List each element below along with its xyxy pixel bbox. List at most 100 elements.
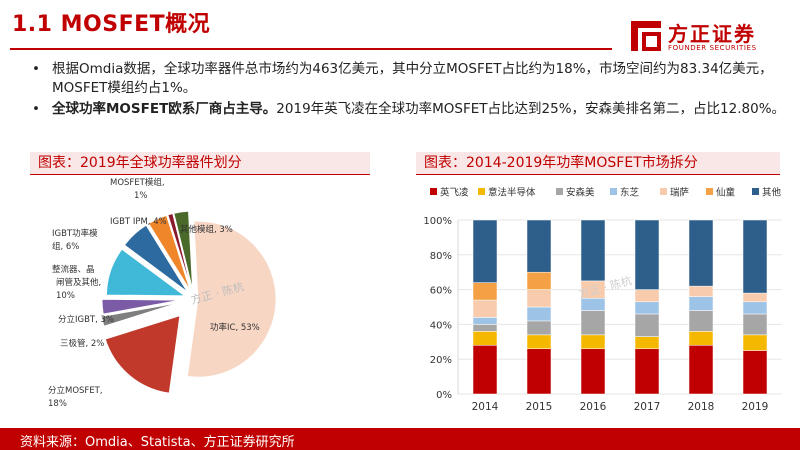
pie-slice	[124, 224, 188, 292]
legend-label: 安森美	[566, 187, 595, 199]
x-tick-label: 2015	[526, 401, 553, 413]
pie-slice-label: IGBT IPM, 4%	[110, 217, 167, 227]
bar-segment	[634, 219, 660, 290]
bar-segment	[526, 306, 552, 322]
legend-label: 其他	[762, 187, 782, 199]
bar-segment	[742, 313, 768, 336]
bar-segment	[580, 219, 606, 282]
bar-segment	[580, 334, 606, 350]
x-tick-label: 2017	[634, 401, 661, 413]
pie-slice	[173, 210, 193, 290]
pie-slice	[167, 213, 192, 290]
bar-segment	[688, 310, 714, 332]
bar-segment	[634, 313, 660, 337]
bar-segment	[472, 317, 498, 325]
stacked-bar-chart: 英飞凌 意法半导体 安森美 东芝 瑞萨 仙童 其他 0% 20% 40% 60% 80% 100% 201…	[423, 187, 782, 413]
y-tick-label: 80%	[430, 251, 452, 262]
bar-segment	[634, 289, 660, 303]
pie-slice-label: 分立IGBT, 3%	[58, 314, 114, 325]
legend-swatch	[430, 188, 437, 195]
bullet-item: • 根据Omdia数据，全球功率器件总市场约为463亿美元，其中分立MOSFET…	[28, 60, 788, 98]
bar-segment	[580, 298, 606, 311]
bullet-text: 2019年英飞凌在全球功率MOSFET占比达到25%，安森美排名第二，占比12.…	[276, 101, 786, 117]
header-divider	[10, 48, 612, 50]
bar-segment	[688, 345, 714, 395]
bar-segment	[472, 324, 498, 332]
pie-slice-label: 整流器、晶闸管及其他, 10%	[52, 264, 101, 301]
bar-segment	[526, 348, 552, 395]
right-panel-title: 图表：2014-2019年功率MOSFET市场拆分	[416, 152, 780, 174]
bullet-item: • 全球功率MOSFET欧系厂商占主导。2019年英飞凌在全球功率MOSFET占…	[28, 100, 788, 119]
legend-label: 瑞萨	[670, 187, 690, 199]
legend-swatch	[478, 188, 485, 195]
bar-segment	[634, 301, 660, 315]
bar-segment	[634, 336, 660, 350]
legend-label: 仙童	[716, 187, 736, 199]
legend-label: 东芝	[620, 187, 640, 199]
page-title: 1.1 MOSFET概况	[12, 12, 211, 37]
logo-text-en: FOUNDER SECURITIES	[668, 44, 757, 52]
x-tick-label: 2019	[742, 401, 769, 413]
legend-swatch	[610, 188, 617, 195]
legend-label: 英飞凌	[440, 187, 469, 199]
y-tick-label: 100%	[423, 216, 452, 227]
bar-segment	[742, 219, 768, 294]
x-tick-label: 2016	[580, 401, 607, 413]
bar-segment	[742, 301, 768, 315]
bar-segment	[472, 345, 498, 395]
bar-segment	[742, 350, 768, 395]
bar-segment	[742, 334, 768, 351]
bullet-text: 根据Omdia数据，全球功率器件总市场约为463亿美元，其中分立MOSFET占比…	[52, 61, 773, 96]
legend-label: 意法半导体	[488, 187, 536, 199]
pie-slice-label: 其他模组, 3%	[180, 224, 233, 235]
bar-segment	[688, 285, 714, 297]
pie-slice-label: 三极管, 2%	[60, 338, 104, 349]
bar-segment	[526, 289, 552, 308]
bar-segment	[472, 219, 498, 283]
bar-segment	[688, 331, 714, 346]
bar-segment	[472, 282, 498, 301]
bar-segment	[688, 296, 714, 311]
bar-segment	[526, 219, 552, 273]
bar-segment	[580, 348, 606, 395]
pie-slice	[106, 248, 186, 297]
logo-text-cn: 方正证券	[668, 22, 756, 46]
pie-slice	[101, 302, 179, 327]
bar-segment	[580, 310, 606, 336]
bar-segment	[634, 348, 660, 395]
x-tick-label: 2014	[472, 401, 499, 413]
pie-slice	[101, 298, 181, 315]
legend-swatch	[660, 188, 667, 195]
left-panel-divider	[30, 174, 370, 175]
pie-slice-label: 功率IC, 53%	[210, 322, 260, 333]
x-tick-label: 2018	[688, 401, 715, 413]
founder-logo-icon	[631, 21, 661, 51]
bullet-bold-text: 全球功率MOSFET欧系厂商占主导。	[52, 101, 277, 117]
founder-logo: 方正证券 FOUNDER SECURITIES	[628, 18, 788, 58]
bullet-dot: •	[32, 61, 40, 77]
bar-segment	[526, 320, 552, 336]
y-tick-label: 0%	[436, 390, 452, 401]
y-tick-label: 40%	[430, 320, 452, 331]
legend-swatch	[556, 188, 563, 195]
y-tick-label: 20%	[430, 355, 452, 366]
bar-segment	[472, 331, 498, 346]
right-panel-divider	[416, 174, 780, 175]
footer-bar: 资料来源：Omdia、Statista、方正证券研究所	[0, 428, 800, 450]
pie-slice-label: MOSFET模组, 1%	[110, 177, 165, 201]
legend-swatch	[752, 188, 759, 195]
left-panel-title: 图表：2019年全球功率器件划分	[30, 152, 370, 174]
bullet-list: • 根据Omdia数据，全球功率器件总市场约为463亿美元，其中分立MOSFET…	[28, 60, 788, 121]
pie-slice-label: 分立MOSFET, 18%	[48, 385, 103, 409]
pie-slice	[186, 220, 277, 378]
y-tick-label: 60%	[430, 286, 452, 297]
bar-segment	[472, 299, 498, 318]
bar-segment	[526, 271, 552, 290]
bullet-dot: •	[32, 101, 40, 117]
footer-source: 资料来源：Omdia、Statista、方正证券研究所	[20, 435, 295, 450]
bar-segment	[742, 292, 768, 303]
pie-chart: 功率IC, 53% 分立MOSFET, 18% 三极管, 2% 分立IGBT, 3% 整流…	[48, 177, 277, 409]
bar-segment	[526, 334, 552, 350]
pie-slice	[148, 214, 191, 291]
bar-segment	[688, 219, 714, 287]
